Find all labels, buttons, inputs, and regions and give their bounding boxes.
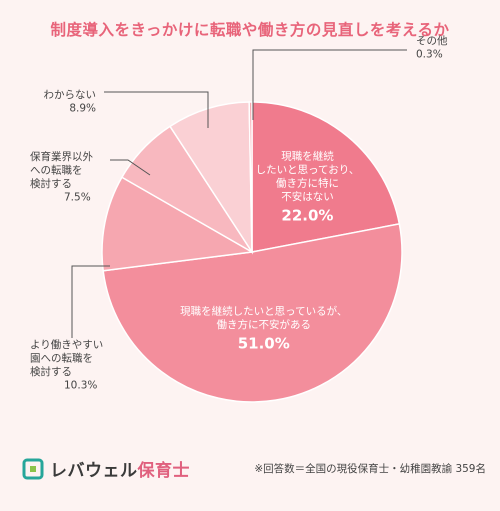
leader-line <box>110 159 151 176</box>
slice-value: 0.3% <box>416 49 443 61</box>
slice-label: 不安はない <box>281 190 334 203</box>
slice-label: その他 <box>416 34 448 47</box>
slice-value: 51.0% <box>238 334 290 352</box>
slice-label: 検討する <box>30 177 72 190</box>
pie-slice <box>248 101 253 253</box>
slice-label: への転職を <box>30 165 83 177</box>
leader-line <box>252 49 407 120</box>
slice-label: より働きやすい <box>30 338 103 351</box>
slice-label: 働き方に特に <box>276 177 339 190</box>
sample-note: ※回答数＝全国の現役保育士・幼稚園教諭 359名 <box>254 463 486 475</box>
pie-slice <box>102 223 403 403</box>
slice-value: 22.0% <box>281 207 333 225</box>
slice-label: 園への転職を <box>30 353 93 365</box>
brand-name: レバウェル保育士 <box>50 456 190 481</box>
slice-label: 働き方に不安がある <box>216 318 311 331</box>
leader-line <box>104 91 209 128</box>
slice-label: わからない <box>44 89 97 101</box>
slice-value: 7.5% <box>64 192 91 204</box>
slice-label: 現職を継続したいと思っているが、 <box>180 304 347 317</box>
slice-label: したいと思っており、 <box>256 164 360 176</box>
slice-label: 現職を継続 <box>281 150 334 163</box>
brand-logo-icon <box>22 458 44 479</box>
slice-label: 保育業界以外 <box>30 150 93 163</box>
slice-value: 10.3% <box>64 380 97 392</box>
pie-slice <box>101 176 255 272</box>
brand-name-sub: 保育士 <box>137 461 190 481</box>
brand-name-main: レバウェル <box>50 461 138 481</box>
chart-title: 制度導入をきっかけに転職や働き方の見直しを考えるか <box>50 21 450 39</box>
slice-value: 8.9% <box>69 103 96 115</box>
slice-label: 検討する <box>30 365 72 378</box>
leader-line <box>71 265 110 338</box>
pie-slice <box>251 101 401 253</box>
brand-logo: レバウェル保育士 <box>22 456 190 481</box>
